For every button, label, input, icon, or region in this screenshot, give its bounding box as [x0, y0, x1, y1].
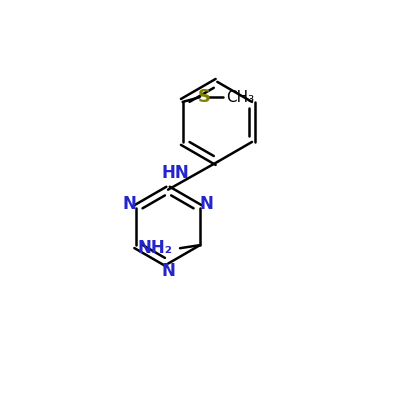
Text: HN: HN [162, 164, 190, 182]
Text: CH₃: CH₃ [226, 90, 254, 105]
Text: NH₂: NH₂ [137, 239, 172, 257]
Text: N: N [122, 195, 136, 213]
Text: S: S [198, 88, 211, 106]
Text: N: N [200, 195, 214, 213]
Text: N: N [161, 262, 175, 280]
